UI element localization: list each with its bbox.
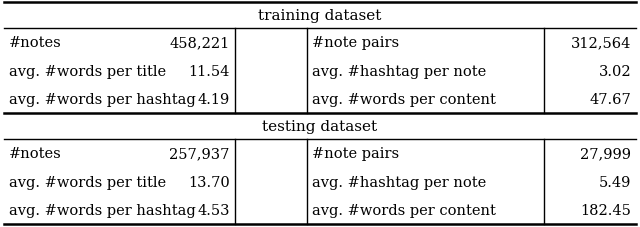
Text: avg. #words per hashtag: avg. #words per hashtag	[9, 92, 196, 106]
Text: avg. #hashtag per note: avg. #hashtag per note	[312, 175, 486, 189]
Text: 257,937: 257,937	[170, 147, 230, 160]
Text: 47.67: 47.67	[589, 92, 631, 106]
Text: 4.53: 4.53	[197, 203, 230, 217]
Text: 458,221: 458,221	[170, 36, 230, 50]
Text: training dataset: training dataset	[259, 9, 381, 23]
Text: avg. #hashtag per note: avg. #hashtag per note	[312, 64, 486, 78]
Text: 27,999: 27,999	[580, 147, 631, 160]
Text: avg. #words per content: avg. #words per content	[312, 92, 496, 106]
Text: avg. #words per title: avg. #words per title	[9, 64, 166, 78]
Text: 182.45: 182.45	[580, 203, 631, 217]
Text: 13.70: 13.70	[188, 175, 230, 189]
Text: #notes: #notes	[9, 36, 61, 50]
Text: avg. #words per title: avg. #words per title	[9, 175, 166, 189]
Text: 4.19: 4.19	[197, 92, 230, 106]
Text: 5.49: 5.49	[598, 175, 631, 189]
Text: #note pairs: #note pairs	[312, 147, 399, 160]
Text: #note pairs: #note pairs	[312, 36, 399, 50]
Text: 312,564: 312,564	[571, 36, 631, 50]
Text: testing dataset: testing dataset	[262, 120, 378, 133]
Text: 3.02: 3.02	[598, 64, 631, 78]
Text: #notes: #notes	[9, 147, 61, 160]
Text: 11.54: 11.54	[188, 64, 230, 78]
Text: avg. #words per content: avg. #words per content	[312, 203, 496, 217]
Text: avg. #words per hashtag: avg. #words per hashtag	[9, 203, 196, 217]
